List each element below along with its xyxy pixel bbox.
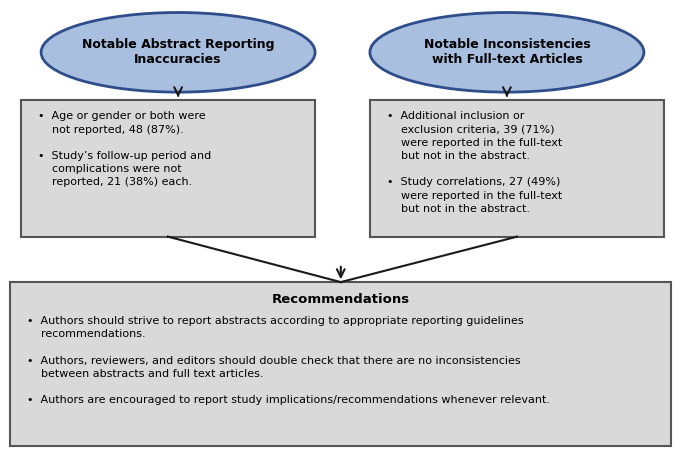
Text: •  Additional inclusion or
    exclusion criteria, 39 (71%)
    were reported in: • Additional inclusion or exclusion crit… [387,111,562,214]
Ellipse shape [41,12,315,92]
Text: Recommendations: Recommendations [272,293,410,307]
Text: •  Age or gender or both were
    not reported, 48 (87%).

•  Study’s follow-up : • Age or gender or both were not reporte… [38,111,211,187]
Text: Notable Abstract Reporting
Inaccuracies: Notable Abstract Reporting Inaccuracies [82,38,275,66]
Text: Notable Inconsistencies
with Full-text Articles: Notable Inconsistencies with Full-text A… [423,38,590,66]
Text: •  Authors should strive to report abstracts according to appropriate reporting : • Authors should strive to report abstra… [27,316,551,405]
FancyBboxPatch shape [10,282,671,446]
Ellipse shape [370,12,644,92]
FancyBboxPatch shape [21,100,315,237]
FancyBboxPatch shape [370,100,664,237]
